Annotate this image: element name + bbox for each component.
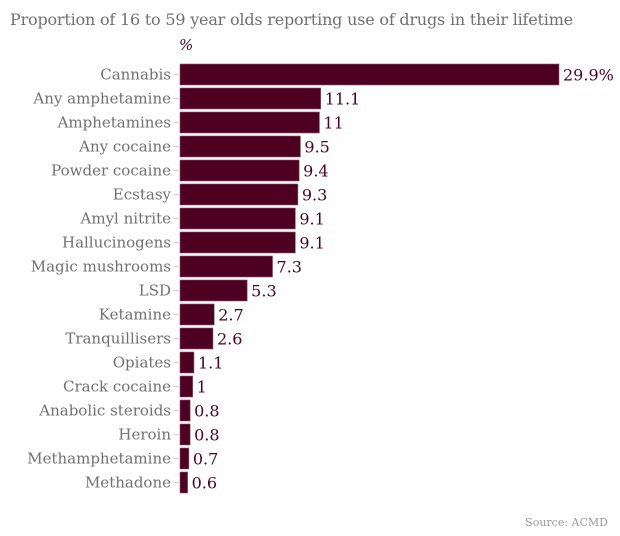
category-label: Amphetamines [57,114,171,132]
source-note: Source: ACMD [525,516,608,529]
data-label: 1.1 [198,354,223,373]
category-label: Powder cocaine [51,162,171,180]
category-label: Methadone [85,474,171,492]
data-label: 9.1 [299,210,324,229]
data-label: 9.4 [303,162,328,181]
chart-title: Proportion of 16 to 59 year olds reporti… [10,10,573,29]
bar [179,207,296,230]
bar [179,63,560,86]
data-label: 2.6 [217,330,242,349]
category-label: Methamphetamine [27,450,171,468]
bar [179,159,300,182]
bar [179,255,273,278]
bar [179,327,214,350]
category-label: Crack cocaine [63,378,171,396]
bar [179,423,191,446]
bar [179,471,188,494]
data-label: 2.7 [218,306,243,325]
data-label: 11 [323,114,343,133]
category-label: Heroin [118,426,171,444]
data-label: 0.8 [194,402,219,421]
bar [179,447,190,470]
data-label: 7.3 [277,258,302,277]
category-label: Opiates [113,354,171,372]
bar [179,135,301,158]
category-label: Amyl nitrite [80,210,172,228]
data-label: 11.1 [325,90,361,109]
bar [179,87,321,110]
category-label: LSD [139,282,171,300]
bar [179,375,193,398]
bar [179,303,215,326]
data-label: 0.6 [192,474,217,493]
bar [179,279,248,302]
category-label: Anabolic steroids [38,402,171,420]
data-label: 9.5 [304,138,329,157]
category-label: Magic mushrooms [31,258,171,276]
data-label: 0.7 [193,450,218,469]
category-label: Any amphetamine [32,90,171,108]
data-label: 5.3 [251,282,276,301]
bar [179,399,191,422]
category-label: Cannabis [100,66,171,84]
unit-label: % [179,36,194,54]
category-label: Hallucinogens [62,234,171,252]
category-label: Ecstasy [113,186,172,204]
data-label: 0.8 [194,426,219,445]
data-label: 9.3 [302,186,327,205]
data-label: 9.1 [299,234,324,253]
category-label: Ketamine [99,306,171,324]
bar [179,183,299,206]
bar [179,231,296,254]
data-label: 29.9% [563,66,614,85]
data-label: 1 [197,378,207,397]
category-label: Any cocaine [78,138,171,156]
category-label: Tranquillisers [65,330,171,348]
bar [179,351,195,374]
bar [179,111,320,134]
